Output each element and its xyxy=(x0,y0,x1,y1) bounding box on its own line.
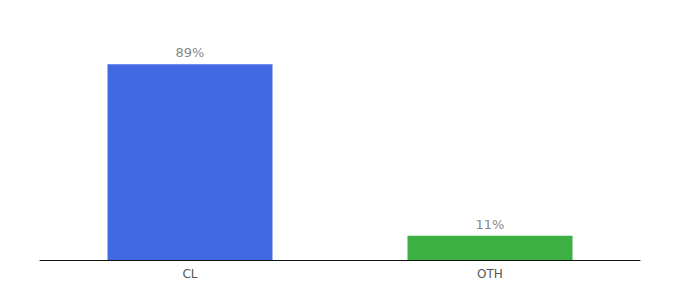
svg-text:11%: 11% xyxy=(476,217,505,232)
svg-text:89%: 89% xyxy=(176,45,205,60)
svg-text:CL: CL xyxy=(182,267,197,281)
svg-text:OTH: OTH xyxy=(477,267,503,281)
